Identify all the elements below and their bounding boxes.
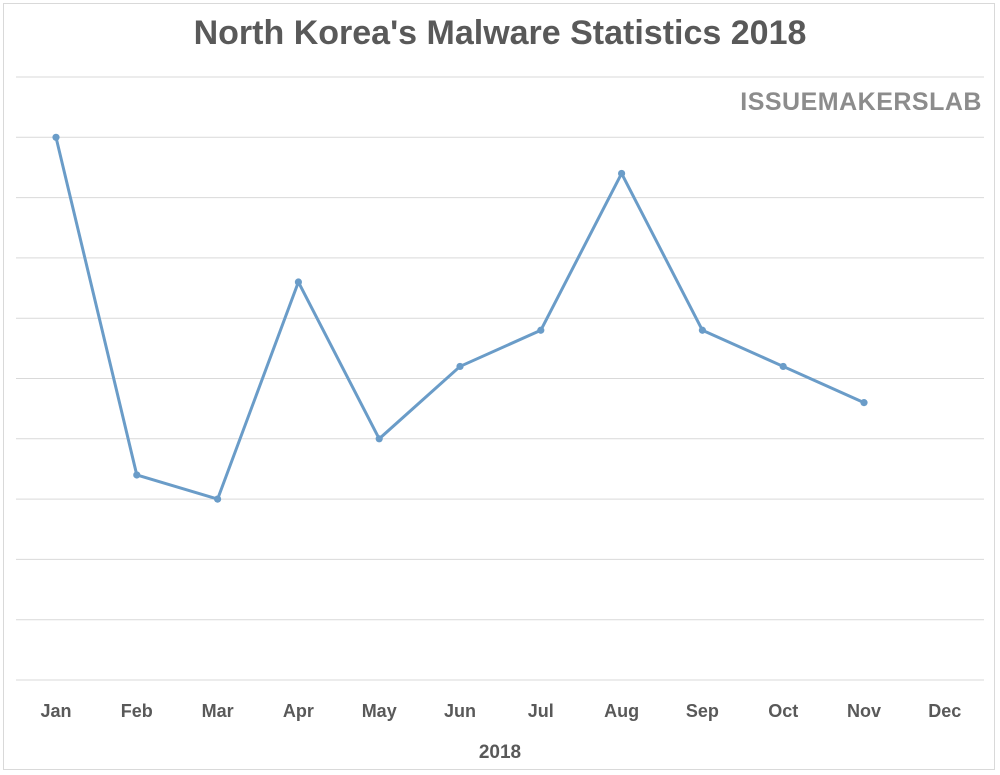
x-tick-apr: Apr (283, 701, 314, 721)
data-point-oct (779, 362, 787, 371)
x-tick-may: May (362, 701, 397, 721)
x-tick-mar: Mar (202, 701, 234, 721)
data-point-nov (860, 399, 868, 407)
data-point-mar (214, 495, 222, 503)
watermark-logo: ISSUEMAKERSLAB (740, 88, 982, 116)
x-tick-dec: Dec (928, 701, 961, 721)
x-tick-feb: Feb (121, 701, 153, 721)
x-tick-jan: Jan (40, 701, 71, 721)
chart-title: North Korea's Malware Statistics 2018 (193, 14, 807, 52)
gridlines (16, 76, 984, 621)
x-axis-label: 2018 (479, 742, 521, 763)
x-tick-sep: Sep (686, 701, 719, 721)
x-tick-nov: Nov (847, 701, 881, 721)
data-point-feb (133, 471, 141, 479)
x-tick-jun: Jun (444, 701, 476, 721)
x-tick-labels: Jan Feb Mar Apr May Jun Jul Aug Sep Oct Nov Dec (40, 701, 961, 721)
series-points (52, 133, 868, 503)
data-point-apr (294, 278, 302, 286)
data-point-aug (618, 169, 626, 178)
data-point-jun (456, 362, 464, 371)
x-tick-oct: Oct (768, 701, 798, 721)
data-point-may (375, 435, 383, 443)
data-point-sep (698, 326, 707, 334)
data-point-jul (537, 326, 545, 334)
x-tick-jul: Jul (528, 701, 554, 721)
data-point-jan (52, 133, 60, 141)
x-tick-aug: Aug (604, 701, 639, 721)
